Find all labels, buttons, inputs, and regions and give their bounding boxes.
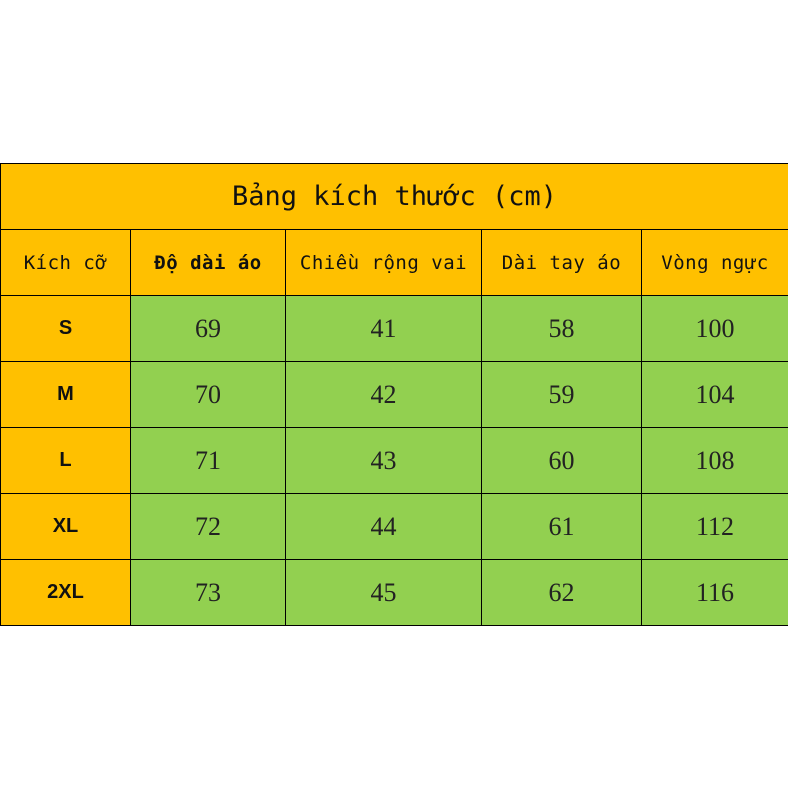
header-row: Kích cỡ Độ dài áo Chiều rộng vai Dài tay…	[0, 229, 788, 296]
size-cell: L	[0, 427, 131, 494]
sleeve-cell: 59	[481, 361, 642, 428]
table-row: M 70 42 59 104	[0, 361, 788, 428]
sleeve-cell: 62	[481, 559, 642, 626]
length-cell: 71	[130, 427, 286, 494]
size-chart-table: Bảng kích thước (cm) Kích cỡ Độ dài áo C…	[0, 163, 788, 626]
header-length: Độ dài áo	[130, 229, 286, 296]
shoulder-cell: 45	[285, 559, 482, 626]
table-row: XL 72 44 61 112	[0, 493, 788, 560]
length-cell: 70	[130, 361, 286, 428]
table-title: Bảng kích thước (cm)	[0, 163, 788, 230]
sleeve-cell: 61	[481, 493, 642, 560]
table-row: L 71 43 60 108	[0, 427, 788, 494]
header-sleeve: Dài tay áo	[481, 229, 642, 296]
length-cell: 69	[130, 295, 286, 362]
header-size: Kích cỡ	[0, 229, 131, 296]
shoulder-cell: 44	[285, 493, 482, 560]
size-cell: M	[0, 361, 131, 428]
length-cell: 73	[130, 559, 286, 626]
chest-cell: 100	[640, 295, 788, 362]
sleeve-cell: 58	[481, 295, 642, 362]
length-cell: 72	[130, 493, 286, 560]
header-chest: Vòng ngực	[640, 229, 788, 296]
shoulder-cell: 43	[285, 427, 482, 494]
chest-cell: 104	[640, 361, 788, 428]
chest-cell: 116	[640, 559, 788, 626]
shoulder-cell: 42	[285, 361, 482, 428]
header-shoulder: Chiều rộng vai	[285, 229, 482, 296]
table-row: S 69 41 58 100	[0, 295, 788, 362]
chest-cell: 108	[640, 427, 788, 494]
size-cell: 2XL	[0, 559, 131, 626]
chest-cell: 112	[640, 493, 788, 560]
shoulder-cell: 41	[285, 295, 482, 362]
size-cell: XL	[0, 493, 131, 560]
title-row: Bảng kích thước (cm)	[0, 163, 788, 230]
table-row: 2XL 73 45 62 116	[0, 559, 788, 626]
size-cell: S	[0, 295, 131, 362]
sleeve-cell: 60	[481, 427, 642, 494]
